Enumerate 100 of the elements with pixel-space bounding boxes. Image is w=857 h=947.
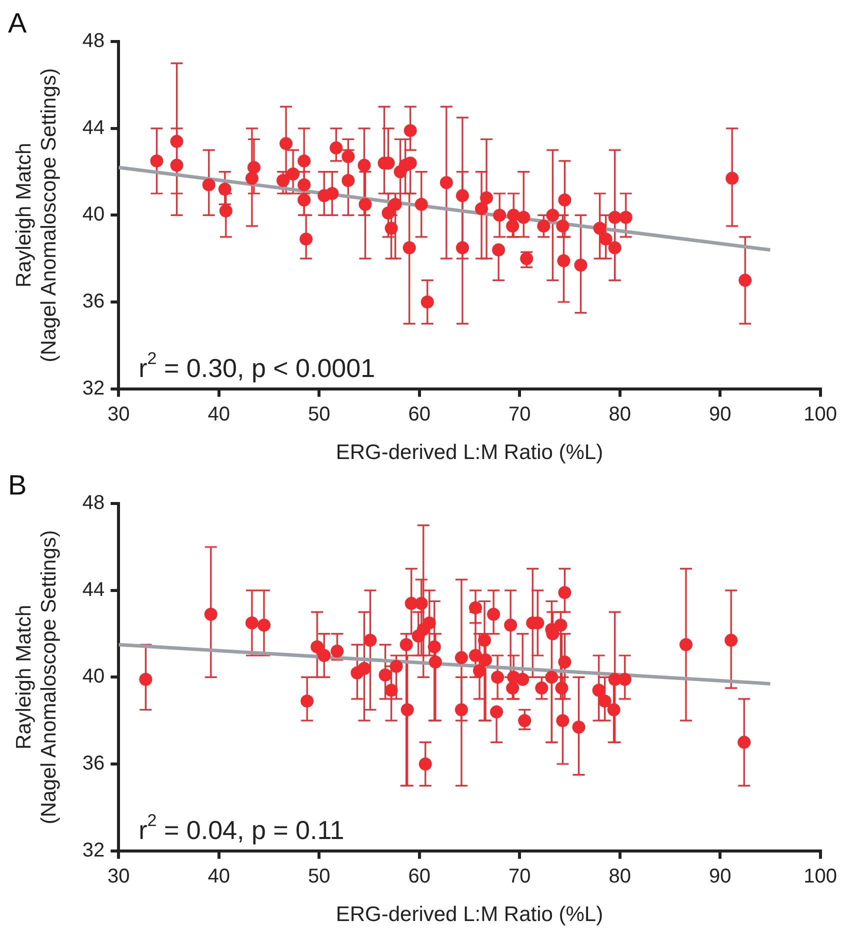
point xyxy=(378,668,392,682)
point xyxy=(402,241,416,254)
point xyxy=(487,608,500,621)
point xyxy=(479,653,492,666)
point xyxy=(330,141,343,154)
point xyxy=(574,258,588,272)
point xyxy=(598,694,612,708)
point xyxy=(456,189,469,202)
point xyxy=(358,662,371,676)
point xyxy=(384,684,398,697)
point xyxy=(150,154,164,168)
point xyxy=(558,586,572,600)
y-axis-title: Rayleigh Match (Nagel Anomaloscope Settings) xyxy=(12,68,61,362)
point xyxy=(342,174,355,187)
point xyxy=(556,220,570,233)
point xyxy=(556,714,570,728)
point xyxy=(558,194,572,207)
point xyxy=(478,634,492,647)
point xyxy=(491,670,504,684)
x-tick-label: 90 xyxy=(708,865,732,888)
point xyxy=(608,210,622,224)
point xyxy=(219,204,232,218)
y-tick-label: 36 xyxy=(82,752,105,775)
point xyxy=(490,705,504,718)
point xyxy=(276,174,290,187)
point xyxy=(558,656,572,669)
y-tick-label: 40 xyxy=(82,666,105,688)
point xyxy=(382,206,395,220)
point xyxy=(400,638,413,652)
point xyxy=(139,672,152,686)
point xyxy=(390,660,403,673)
point xyxy=(280,137,293,150)
point xyxy=(428,656,442,669)
point xyxy=(420,296,434,308)
point xyxy=(342,150,355,164)
point xyxy=(738,274,752,287)
x-tick-label: 40 xyxy=(208,403,230,426)
point xyxy=(364,634,377,647)
point xyxy=(358,198,372,211)
point xyxy=(492,243,506,256)
point xyxy=(247,160,260,174)
point xyxy=(545,670,558,684)
point xyxy=(493,208,506,222)
point xyxy=(557,254,570,268)
point xyxy=(679,638,692,652)
y-tick-label: 40 xyxy=(82,204,105,226)
point xyxy=(330,644,344,658)
x-tick-label: 30 xyxy=(108,403,130,426)
point xyxy=(404,124,417,138)
point xyxy=(204,608,218,621)
point xyxy=(298,194,311,207)
x-tick-label: 30 xyxy=(108,865,130,888)
point xyxy=(724,634,738,647)
point xyxy=(473,664,486,678)
point xyxy=(245,172,258,185)
point xyxy=(388,198,402,211)
x-tick-label: 60 xyxy=(408,403,430,426)
point xyxy=(298,154,311,168)
point xyxy=(202,178,216,192)
point xyxy=(454,703,468,716)
y-tick-label: 44 xyxy=(82,116,105,139)
point xyxy=(310,640,324,654)
point xyxy=(245,616,258,630)
point xyxy=(593,222,606,235)
point xyxy=(440,176,453,190)
point xyxy=(456,241,469,254)
y-tick-label: 32 xyxy=(82,839,105,862)
x-tick-label: 60 xyxy=(408,865,430,888)
point xyxy=(572,720,586,734)
x-tick-label: 100 xyxy=(804,865,838,888)
point xyxy=(738,736,751,749)
point xyxy=(468,649,482,662)
point xyxy=(607,703,620,716)
y-tick-label: 44 xyxy=(82,578,105,601)
point xyxy=(384,222,398,235)
point xyxy=(608,241,622,254)
point xyxy=(286,167,300,180)
point xyxy=(506,220,520,233)
y-tick-label: 36 xyxy=(82,290,105,313)
point xyxy=(257,618,270,632)
point xyxy=(537,220,550,233)
point xyxy=(326,187,339,200)
point xyxy=(475,202,488,216)
point xyxy=(599,232,612,246)
point xyxy=(504,618,518,632)
x-tick-label: 90 xyxy=(708,403,732,426)
point xyxy=(414,596,428,610)
point xyxy=(300,232,313,246)
x-tick-label: 40 xyxy=(208,865,230,888)
point xyxy=(516,672,530,686)
x-axis-title: ERG-derived L:M Ratio (%L) xyxy=(336,441,604,464)
point xyxy=(422,616,436,630)
point xyxy=(546,208,560,222)
point xyxy=(414,198,428,211)
x-tick-label: 80 xyxy=(608,403,631,426)
point xyxy=(520,252,534,266)
point xyxy=(170,134,184,148)
point xyxy=(518,714,532,728)
point xyxy=(480,191,494,204)
x-tick-label: 100 xyxy=(804,403,838,426)
